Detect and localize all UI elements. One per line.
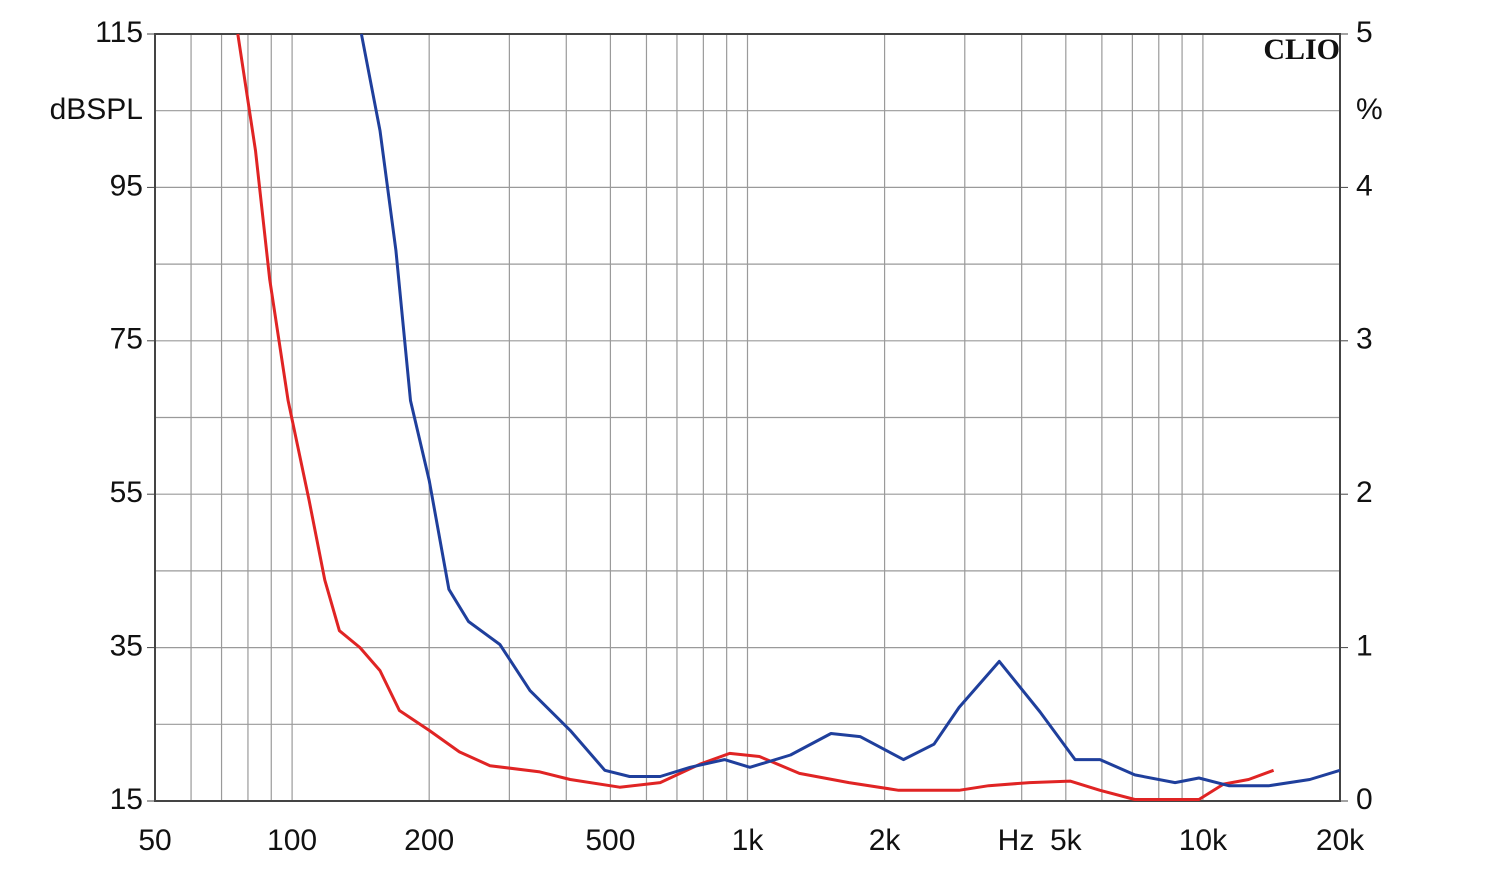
y-tick-label: 75 — [110, 323, 143, 356]
x-tick-label: 100 — [267, 824, 317, 857]
y2-tick-label: 2 — [1356, 476, 1373, 509]
y-tick-label: 115 — [95, 16, 143, 49]
x-tick-label: 2k — [869, 824, 902, 857]
y-tick-label: 35 — [110, 630, 143, 663]
y2-tick-label: 3 — [1356, 323, 1373, 356]
x-axis-label: Hz — [998, 824, 1035, 857]
x-tick-label: 5k — [1050, 824, 1083, 857]
x-tick-label: 10k — [1179, 824, 1228, 857]
y-tick-label: 55 — [110, 476, 143, 509]
x-tick-label: 50 — [138, 824, 171, 857]
plot-frame — [154, 33, 1341, 802]
y2-axis-label: % — [1356, 93, 1383, 126]
x-tick-label: 500 — [585, 824, 635, 857]
y2-tick-label: 0 — [1356, 783, 1373, 816]
y-tick-label: 15 — [110, 783, 143, 816]
y2-tick-label: 1 — [1356, 630, 1373, 663]
y2-tick-label: 4 — [1356, 169, 1373, 202]
y-axis-label: dBSPL — [50, 93, 143, 126]
y2-tick-label: 5 — [1356, 16, 1373, 49]
y-tick-label: 95 — [110, 169, 143, 202]
series-line — [359, 33, 1341, 788]
x-tick-label: 20k — [1316, 824, 1365, 857]
series-line — [236, 33, 1275, 801]
annotation: CLIO — [1263, 33, 1340, 66]
x-tick-label: 200 — [404, 824, 454, 857]
x-tick-label: 1k — [732, 824, 765, 857]
